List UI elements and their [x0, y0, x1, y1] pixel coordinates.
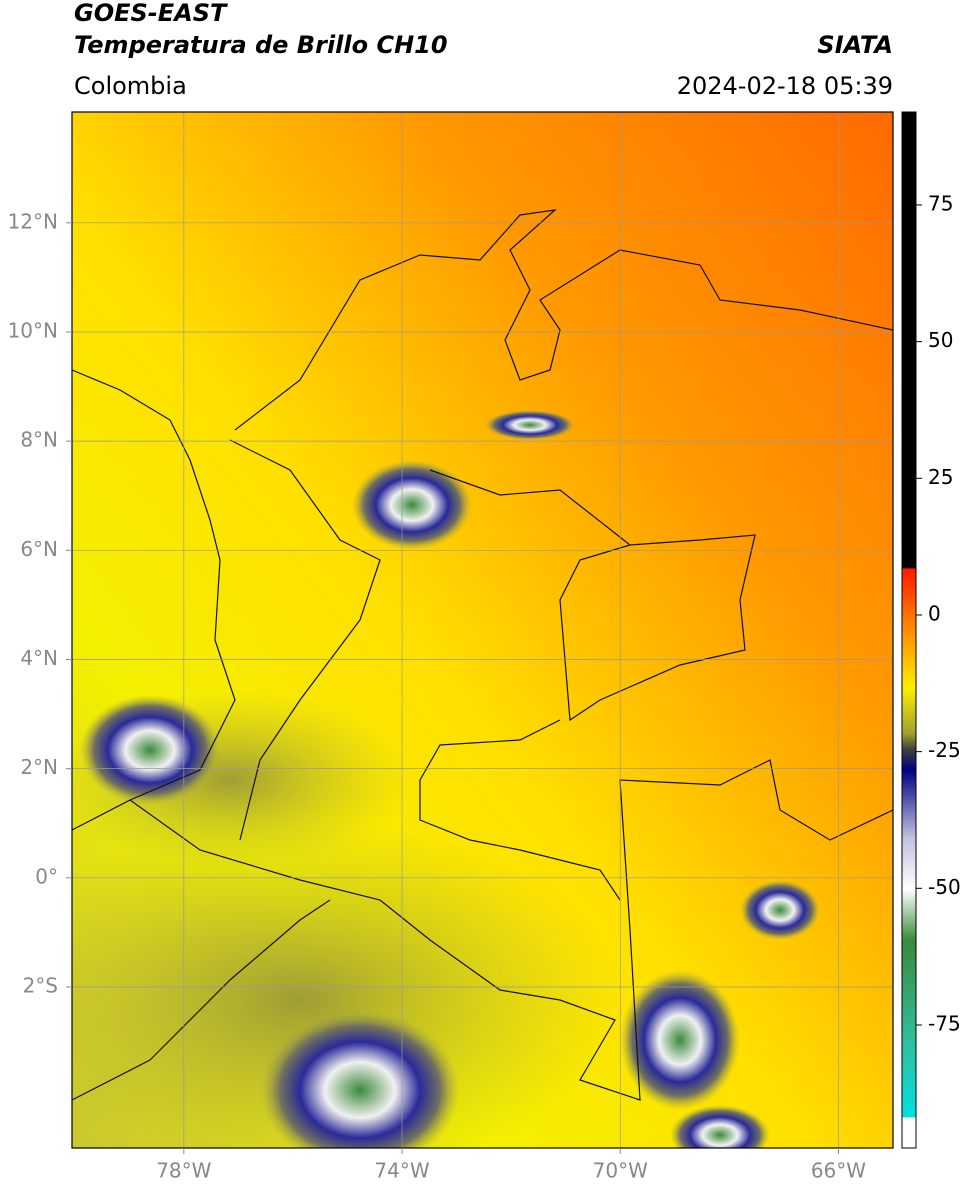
x-tick-label: 78°W [156, 1159, 211, 1183]
colorbar [901, 111, 917, 1149]
y-tick-label: 10°N [8, 318, 58, 342]
x-tick-label: 66°W [811, 1159, 866, 1183]
datetime: 2024-02-18 05:39 [677, 72, 893, 100]
x-tick-label: 74°W [374, 1159, 429, 1183]
y-tick-label: 8°N [20, 428, 58, 452]
y-tick-label: 6°N [20, 537, 58, 561]
satellite: GOES-EAST [74, 0, 228, 27]
product: Temperatura de Brillo CH10 [74, 31, 448, 59]
y-tick-label: 12°N [8, 209, 58, 233]
colorbar-label: 25 [928, 465, 953, 489]
region: Colombia [74, 72, 187, 100]
imagery [72, 112, 893, 1148]
y-tick-label: 0° [35, 864, 58, 888]
colorbar-label: -75 [928, 1011, 961, 1035]
x-tick-label: 70°W [593, 1159, 648, 1183]
map-frame [71, 111, 894, 1149]
colorbar-label: -25 [928, 738, 961, 762]
y-tick-label: 4°N [20, 646, 58, 670]
graticule [72, 112, 893, 1148]
colorbar-label: 0 [928, 601, 941, 625]
colorbar-label: 50 [928, 328, 953, 352]
colorbar-label: -50 [928, 875, 961, 899]
agency: SIATA [817, 31, 893, 59]
colorbar-label: 75 [928, 191, 953, 215]
y-tick-label: 2°N [20, 755, 58, 779]
y-tick-label: 2°S [23, 973, 58, 997]
